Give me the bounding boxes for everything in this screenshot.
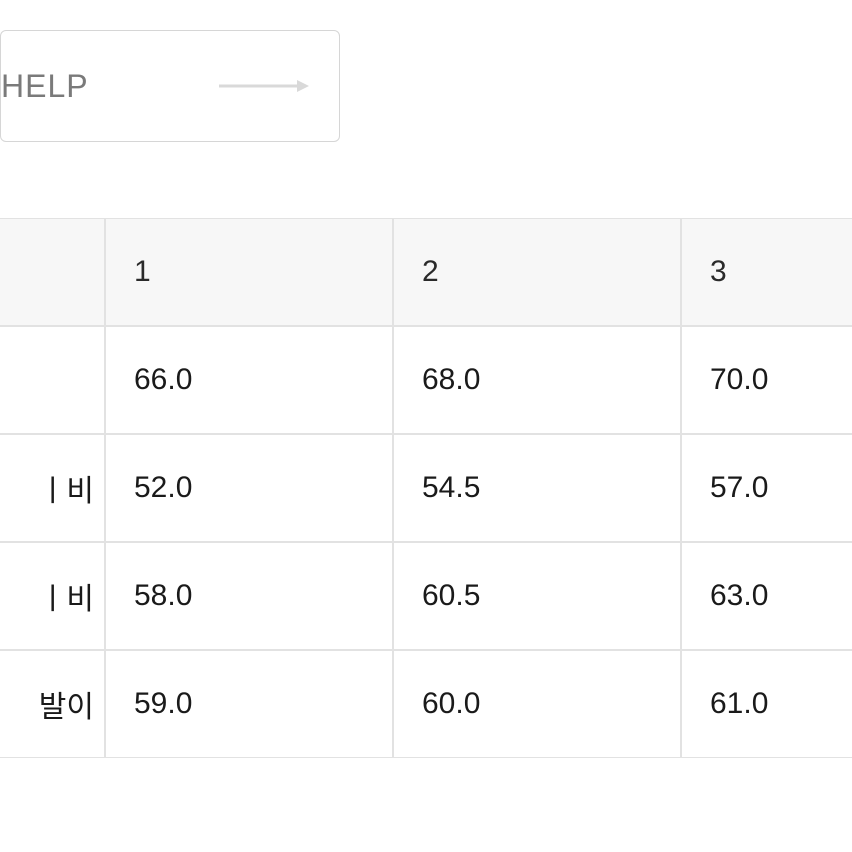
arrow-right-icon bbox=[219, 76, 309, 96]
table-cell: 59.0 bbox=[105, 650, 393, 758]
table-cell: 58.0 bbox=[105, 542, 393, 650]
table-row: ㅣ비 58.0 60.5 63.0 bbox=[0, 542, 852, 650]
table-cell: 60.0 bbox=[393, 650, 681, 758]
table-header-cell bbox=[0, 218, 105, 326]
table-row: ㅣ비 52.0 54.5 57.0 bbox=[0, 434, 852, 542]
table-cell: 57.0 bbox=[681, 434, 852, 542]
table-cell: 60.5 bbox=[393, 542, 681, 650]
size-table: 1 2 3 66.0 68.0 70.0 ㅣ비 52.0 54.5 57.0 ㅣ… bbox=[0, 218, 852, 758]
table-header-cell: 1 bbox=[105, 218, 393, 326]
table-cell: 63.0 bbox=[681, 542, 852, 650]
table-header-cell: 2 bbox=[393, 218, 681, 326]
table-cell: 70.0 bbox=[681, 326, 852, 434]
row-label: ㅣ비 bbox=[0, 542, 105, 650]
table-cell: 66.0 bbox=[105, 326, 393, 434]
help-button[interactable]: HELP bbox=[0, 30, 340, 142]
table-cell: 61.0 bbox=[681, 650, 852, 758]
table-row: 66.0 68.0 70.0 bbox=[0, 326, 852, 434]
table-cell: 52.0 bbox=[105, 434, 393, 542]
table-cell: 68.0 bbox=[393, 326, 681, 434]
row-label: ㅣ비 bbox=[0, 434, 105, 542]
help-label: HELP bbox=[1, 68, 89, 105]
table-cell: 54.5 bbox=[393, 434, 681, 542]
table-header-row: 1 2 3 bbox=[0, 218, 852, 326]
row-label bbox=[0, 326, 105, 434]
table-header-cell: 3 bbox=[681, 218, 852, 326]
table-row: 발이 59.0 60.0 61.0 bbox=[0, 650, 852, 758]
row-label: 발이 bbox=[0, 650, 105, 758]
